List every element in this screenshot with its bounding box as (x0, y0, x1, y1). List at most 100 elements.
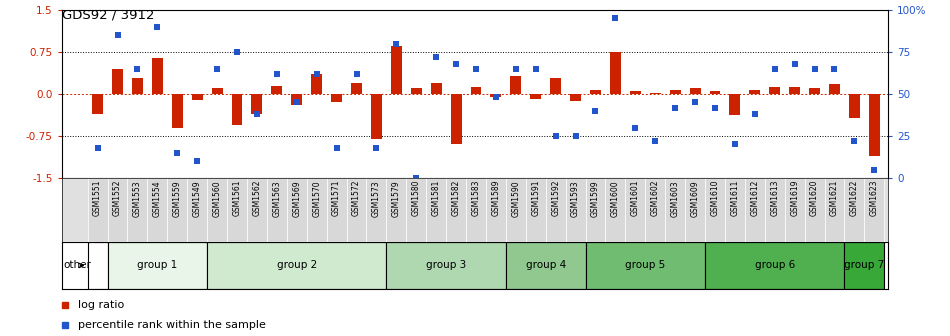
Text: group 2: group 2 (276, 260, 317, 270)
Bar (605, 178, 625, 242)
Bar (705, 178, 725, 242)
Text: GSM1619: GSM1619 (790, 180, 799, 216)
Bar (505, 242, 585, 289)
Text: group 1: group 1 (137, 260, 178, 270)
Text: GSM1623: GSM1623 (870, 180, 879, 216)
Bar (470, 87, 482, 94)
Text: GSM1601: GSM1601 (631, 180, 639, 216)
Text: GSM1609: GSM1609 (691, 180, 699, 217)
Bar (207, 178, 227, 242)
Text: GSM1580: GSM1580 (411, 180, 421, 216)
Bar (864, 178, 884, 242)
Bar (267, 178, 287, 242)
Text: GSM1613: GSM1613 (770, 180, 779, 216)
Text: GDS92 / 3912: GDS92 / 3912 (62, 8, 154, 22)
Bar (152, 58, 162, 94)
Bar (207, 242, 387, 289)
Text: GSM1552: GSM1552 (113, 180, 122, 216)
Bar (112, 69, 123, 94)
Bar (805, 178, 825, 242)
Text: GSM1621: GSM1621 (830, 180, 839, 216)
Text: GSM1549: GSM1549 (193, 180, 201, 217)
Bar (510, 76, 522, 94)
Bar (845, 178, 865, 242)
Text: GSM1570: GSM1570 (313, 180, 321, 217)
Text: GSM1562: GSM1562 (253, 180, 261, 216)
Bar (625, 178, 645, 242)
Text: GSM1573: GSM1573 (371, 180, 381, 217)
Text: group 7: group 7 (845, 260, 884, 270)
Bar (849, 94, 860, 118)
Text: GSM1560: GSM1560 (213, 180, 221, 217)
Bar (585, 178, 605, 242)
Bar (252, 94, 262, 114)
Text: GSM1561: GSM1561 (233, 180, 241, 216)
Bar (430, 83, 442, 94)
Bar (387, 178, 407, 242)
Bar (785, 178, 805, 242)
Bar (665, 178, 685, 242)
Bar (486, 178, 505, 242)
Bar (545, 178, 565, 242)
Bar (730, 94, 740, 115)
Bar (725, 178, 745, 242)
Bar (630, 91, 641, 94)
Bar (710, 91, 720, 94)
Text: GSM1593: GSM1593 (571, 180, 580, 217)
Bar (466, 178, 486, 242)
Bar (829, 84, 840, 94)
Text: GSM1600: GSM1600 (611, 180, 620, 217)
Bar (670, 90, 680, 94)
Bar (327, 178, 347, 242)
Bar (352, 83, 362, 94)
Bar (869, 94, 880, 156)
Text: GSM1603: GSM1603 (671, 180, 679, 217)
Text: GSM1612: GSM1612 (750, 180, 759, 216)
Bar (107, 178, 127, 242)
Bar (845, 242, 884, 289)
Bar (809, 88, 820, 94)
Bar (227, 178, 247, 242)
Text: GSM1599: GSM1599 (591, 180, 600, 217)
Bar (590, 90, 601, 94)
Bar (565, 178, 585, 242)
Text: GSM1572: GSM1572 (352, 180, 361, 216)
Text: GSM1589: GSM1589 (491, 180, 501, 216)
Text: GSM1610: GSM1610 (711, 180, 719, 216)
Text: log ratio: log ratio (78, 300, 124, 310)
Bar (645, 178, 665, 242)
Text: GSM1590: GSM1590 (511, 180, 521, 217)
Bar (307, 178, 327, 242)
Text: GSM1581: GSM1581 (431, 180, 441, 216)
Bar (690, 88, 700, 94)
Bar (525, 178, 545, 242)
Text: GSM1571: GSM1571 (332, 180, 341, 216)
Bar (446, 178, 466, 242)
Bar (745, 178, 765, 242)
Bar (332, 94, 342, 102)
Text: group 6: group 6 (754, 260, 795, 270)
Bar (87, 242, 107, 289)
Text: percentile rank within the sample: percentile rank within the sample (78, 320, 266, 330)
Text: GSM1591: GSM1591 (531, 180, 541, 216)
Bar (212, 88, 222, 94)
Bar (407, 178, 427, 242)
Bar (530, 94, 541, 98)
Bar (765, 178, 785, 242)
Text: GSM1622: GSM1622 (850, 180, 859, 216)
Bar (410, 88, 422, 94)
Bar (247, 178, 267, 242)
Text: GSM1611: GSM1611 (731, 180, 739, 216)
Bar (610, 52, 621, 94)
Bar (490, 94, 502, 97)
Bar (127, 178, 147, 242)
Bar (427, 178, 446, 242)
Text: other: other (64, 260, 91, 270)
Text: GSM1602: GSM1602 (651, 180, 659, 216)
Text: GSM1620: GSM1620 (810, 180, 819, 216)
Bar (272, 86, 282, 94)
Bar (390, 46, 402, 94)
Text: GSM1559: GSM1559 (173, 180, 181, 217)
Bar (132, 78, 142, 94)
Bar (685, 178, 705, 242)
